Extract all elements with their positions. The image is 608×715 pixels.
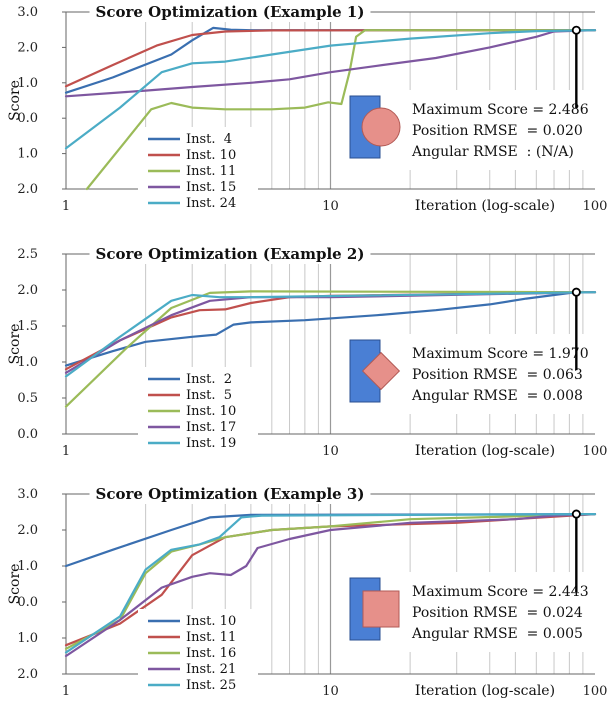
chart-title: Score Optimization (Example 3) bbox=[96, 485, 365, 503]
y-tick-label: 2.0 bbox=[17, 182, 38, 197]
annotation-line-3: Angular RMSE = 0.008 bbox=[411, 388, 583, 404]
series-line bbox=[64, 512, 597, 654]
y-tick-label: 2.0 bbox=[17, 283, 38, 298]
annotation-line-1: Maximum Score = 1.970 bbox=[412, 346, 589, 362]
pose-glyph-icon bbox=[349, 577, 400, 641]
x-tick-label: 10 bbox=[322, 199, 339, 214]
legend-label: Inst. 19 bbox=[186, 436, 236, 451]
y-tick-label: 0.0 bbox=[17, 595, 38, 610]
series-line bbox=[64, 291, 597, 378]
x-axis-label: Iteration (log-scale) bbox=[415, 198, 555, 214]
y-tick-label: 1.0 bbox=[17, 559, 38, 574]
annotation-line-2: Position RMSE = 0.020 bbox=[412, 123, 583, 139]
pose-glyph-icon bbox=[349, 95, 401, 159]
legend-label: Inst. 17 bbox=[186, 420, 236, 435]
y-tick-label: 1.0 bbox=[17, 147, 38, 162]
legend-label: Inst. 24 bbox=[186, 196, 236, 211]
annotation-line-1: Maximum Score = 2.486 bbox=[412, 102, 589, 118]
chart-panel-3: 3.0 2.0 1.0 0.0 1.0 2.0 1 10 100 Score Iteration (… bbox=[7, 484, 607, 701]
y-tick-label: 1.0 bbox=[17, 76, 38, 91]
x-tick-label: 1 bbox=[62, 199, 70, 214]
legend-label: Inst. 10 bbox=[186, 148, 236, 163]
series-line bbox=[64, 290, 597, 408]
legend-label: Inst. 2 bbox=[186, 372, 232, 387]
legend-label: Inst. 25 bbox=[186, 678, 236, 693]
legend-label: Inst. 11 bbox=[186, 164, 236, 179]
y-tick-label: 2.5 bbox=[17, 247, 38, 262]
y-tick-label: 3.0 bbox=[17, 5, 38, 20]
object-diamond-shape bbox=[361, 351, 401, 391]
legend-label: Inst. 5 bbox=[186, 388, 232, 403]
x-tick-label: 10 bbox=[322, 684, 339, 699]
x-tick-label: 1 bbox=[62, 684, 70, 699]
y-tick-label: 0.0 bbox=[17, 427, 38, 442]
x-tick-label: 100 bbox=[583, 444, 608, 459]
series-line bbox=[64, 291, 597, 367]
y-tick-label: 0.5 bbox=[17, 391, 38, 406]
x-tick-label: 100 bbox=[583, 684, 608, 699]
chart-title: Score Optimization (Example 1) bbox=[96, 3, 365, 21]
y-axis-label: Score bbox=[7, 564, 23, 605]
annotation-line-3: Angular RMSE = 0.005 bbox=[411, 626, 583, 642]
chart-title-background bbox=[89, 244, 371, 264]
legend-label: Inst. 11 bbox=[186, 630, 236, 645]
y-tick-label: 1.0 bbox=[17, 355, 38, 370]
legend-label: Inst. 15 bbox=[186, 180, 236, 195]
object-square-shape bbox=[362, 590, 400, 628]
y-tick-label: 1.5 bbox=[17, 319, 38, 334]
legend-label: Inst. 10 bbox=[186, 404, 236, 419]
max-score-marker bbox=[571, 25, 581, 35]
legend-label: Inst. 21 bbox=[186, 662, 236, 677]
pose-glyph-icon bbox=[349, 339, 401, 403]
chart-title-background bbox=[89, 2, 371, 22]
max-score-marker bbox=[571, 509, 581, 519]
max-score-marker bbox=[571, 287, 581, 297]
legend-label: Inst. 4 bbox=[186, 132, 232, 147]
series-line bbox=[64, 29, 597, 150]
x-tick-label: 10 bbox=[322, 444, 339, 459]
x-axis-label: Iteration (log-scale) bbox=[415, 443, 555, 459]
annotation-line-3: Angular RMSE : (N/A) bbox=[411, 144, 574, 160]
chart-title-background bbox=[89, 484, 371, 504]
chart-panel-1: 3.0 2.0 1.0 0.0 1.0 2.0 1 10 100 Score Iteration (… bbox=[7, 2, 607, 219]
y-tick-label: 3.0 bbox=[17, 487, 38, 502]
series-line bbox=[64, 29, 597, 98]
y-axis-label: Score bbox=[7, 80, 23, 121]
legend-label: Inst. 10 bbox=[186, 614, 236, 629]
legend-label: Inst. 16 bbox=[186, 646, 236, 661]
x-tick-label: 1 bbox=[62, 444, 70, 459]
series-line bbox=[64, 291, 597, 374]
series-line bbox=[64, 512, 597, 658]
object-circle-shape bbox=[361, 107, 401, 147]
chart-title: Score Optimization (Example 2) bbox=[96, 245, 365, 263]
y-tick-label: 0.0 bbox=[17, 111, 38, 126]
annotation-line-2: Position RMSE = 0.024 bbox=[412, 605, 583, 621]
y-tick-label: 1.0 bbox=[17, 631, 38, 646]
series-line bbox=[64, 29, 597, 88]
y-tick-label: 2.0 bbox=[17, 40, 38, 55]
y-tick-label: 2.0 bbox=[17, 667, 38, 682]
annotation-line-1: Maximum Score = 2.443 bbox=[412, 584, 589, 600]
y-axis-label: Score bbox=[7, 324, 23, 365]
chart-panel-2: 2.5 2.0 1.5 1.0 0.5 0.0 1 10 100 Score Iteration (… bbox=[7, 244, 607, 459]
x-axis-label: Iteration (log-scale) bbox=[415, 683, 555, 699]
y-tick-label: 2.0 bbox=[17, 523, 38, 538]
x-tick-label: 100 bbox=[583, 199, 608, 214]
annotation-line-2: Position RMSE = 0.063 bbox=[412, 367, 583, 383]
